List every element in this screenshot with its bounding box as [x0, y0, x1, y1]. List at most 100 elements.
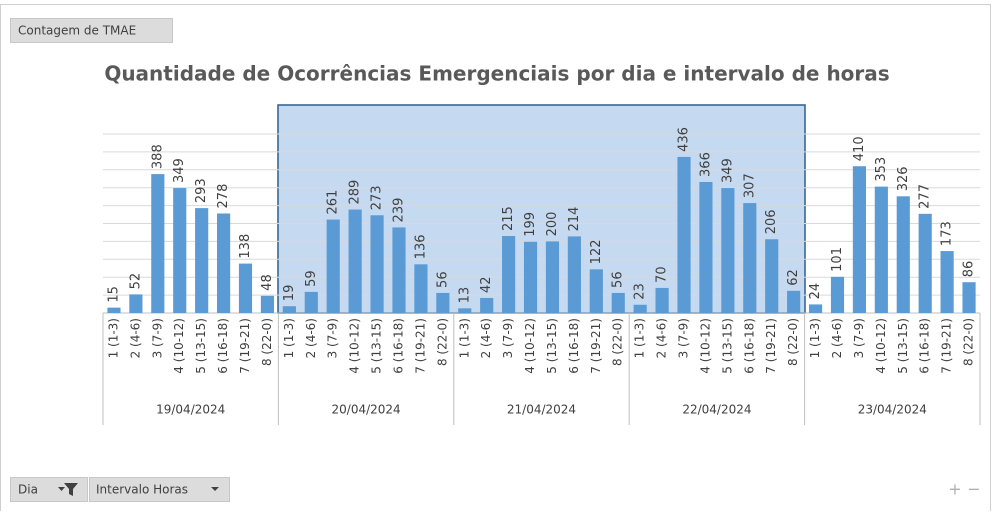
- x-tick-label: 2 (4-6): [479, 318, 493, 358]
- x-tick-label: 7 (19-21): [413, 318, 427, 374]
- bar: [940, 251, 954, 313]
- x-tick-label: 4 (10-12): [698, 318, 712, 374]
- value-label: 122: [589, 239, 604, 264]
- x-tick-label: 8 (22-0): [435, 318, 449, 366]
- axis-field-button[interactable]: [89, 477, 230, 502]
- value-label: 138: [238, 234, 253, 259]
- chart-frame: [0, 4, 991, 515]
- value-label: 19: [282, 285, 297, 302]
- x-tick-label: 5 (13-15): [370, 318, 384, 374]
- x-tick-label: 7 (19-21): [940, 318, 954, 374]
- bar: [348, 209, 362, 313]
- group-label: 19/04/2024: [156, 403, 225, 417]
- bar: [326, 219, 340, 313]
- value-label: 239: [391, 198, 406, 223]
- value-label: 366: [698, 152, 713, 177]
- bar: [611, 292, 625, 313]
- value-label: 349: [172, 158, 187, 183]
- bar: [633, 304, 647, 313]
- x-tick-label: 7 (19-21): [589, 318, 603, 374]
- value-label: 277: [918, 184, 933, 209]
- bar: [545, 241, 560, 313]
- x-tick-label: 4 (10-12): [874, 318, 888, 374]
- x-tick-label: 5 (13-15): [896, 318, 910, 374]
- x-tick-label: 5 (13-15): [194, 318, 208, 374]
- bar: [743, 203, 757, 313]
- bar: [195, 208, 209, 313]
- group-label: 22/04/2024: [682, 403, 751, 417]
- selection: [277, 104, 806, 314]
- value-label: 349: [720, 158, 735, 183]
- x-tick-label: 1 (1-3): [808, 318, 822, 358]
- bar: [238, 263, 253, 313]
- bar: [173, 188, 187, 313]
- bar: [699, 181, 713, 313]
- x-tick-label: 4 (10-12): [523, 318, 537, 374]
- x-tick-label: 7 (19-21): [764, 318, 778, 374]
- x-tick-label: 2 (4-6): [655, 318, 669, 358]
- x-tick-label: 8 (22-0): [260, 318, 274, 366]
- filter-icon: [64, 483, 78, 496]
- x-tick-label: 6 (16-18): [742, 318, 756, 374]
- axis-field-label: Intervalo Horas: [96, 483, 188, 497]
- bar: [304, 291, 318, 313]
- value-label: 101: [830, 247, 845, 272]
- bar: [896, 196, 910, 313]
- value-label: 307: [742, 173, 757, 198]
- zoom-out[interactable]: −: [967, 480, 980, 499]
- value-label: 52: [128, 273, 143, 290]
- bar: [721, 188, 735, 313]
- x-tick-label: 2 (4-6): [128, 318, 142, 358]
- bar: [436, 292, 450, 313]
- bar: [217, 213, 231, 313]
- bar: [458, 308, 472, 313]
- x-tick-label: 2 (4-6): [304, 318, 318, 358]
- x-tick-label: 5 (13-15): [720, 318, 734, 374]
- value-label: 48: [260, 274, 275, 291]
- x-tick-label: 1 (1-3): [457, 318, 471, 358]
- value-label: 42: [479, 276, 494, 293]
- value-label: 23: [633, 283, 648, 300]
- zoom-in[interactable]: +: [948, 480, 961, 499]
- plot: 15 1 (1-3) 52 2 (4-6) 388 3 (7-9) 349 4 (10-12)…: [102, 127, 981, 425]
- bar: [567, 236, 581, 313]
- value-label: 199: [523, 212, 538, 237]
- value-label: 289: [348, 180, 363, 205]
- bar: [282, 306, 296, 313]
- group-label: 21/04/2024: [507, 403, 576, 417]
- x-tick-label: 7 (19-21): [238, 318, 252, 374]
- value-label: 206: [764, 209, 779, 234]
- value-label: 15: [106, 286, 121, 303]
- bar: [129, 294, 143, 313]
- bar: [765, 239, 779, 313]
- value-label: 13: [457, 287, 472, 304]
- value-label: 273: [370, 185, 385, 210]
- dropdown-arrow: [211, 487, 219, 491]
- bar: [830, 276, 845, 313]
- bar: [370, 215, 384, 313]
- value-label: 214: [567, 207, 582, 232]
- bar: [874, 186, 888, 313]
- x-tick-label: 2 (4-6): [830, 318, 844, 358]
- bar: [589, 269, 603, 313]
- value-label: 293: [194, 178, 209, 203]
- x-tick-label: 8 (22-0): [611, 318, 625, 366]
- value-label: 215: [501, 206, 516, 231]
- x-tick-label: 1 (1-3): [633, 318, 647, 358]
- value-field-button[interactable]: [10, 18, 173, 43]
- value-label: 173: [940, 221, 955, 246]
- value-label: 59: [304, 270, 319, 287]
- x-tick-label: 3 (7-9): [150, 318, 164, 358]
- x-tick-label: 6 (16-18): [567, 318, 581, 374]
- bar: [523, 241, 538, 313]
- axis-field-button[interactable]: [10, 477, 88, 502]
- axis-field-label: Dia: [18, 483, 38, 497]
- group-label: 23/04/2024: [858, 403, 927, 417]
- dropdown-arrow: [58, 487, 65, 491]
- value-label: 62: [786, 269, 801, 286]
- value-label: 436: [677, 127, 692, 152]
- x-tick-label: 3 (7-9): [501, 318, 515, 358]
- value-label: 278: [216, 184, 231, 209]
- bar: [918, 213, 932, 313]
